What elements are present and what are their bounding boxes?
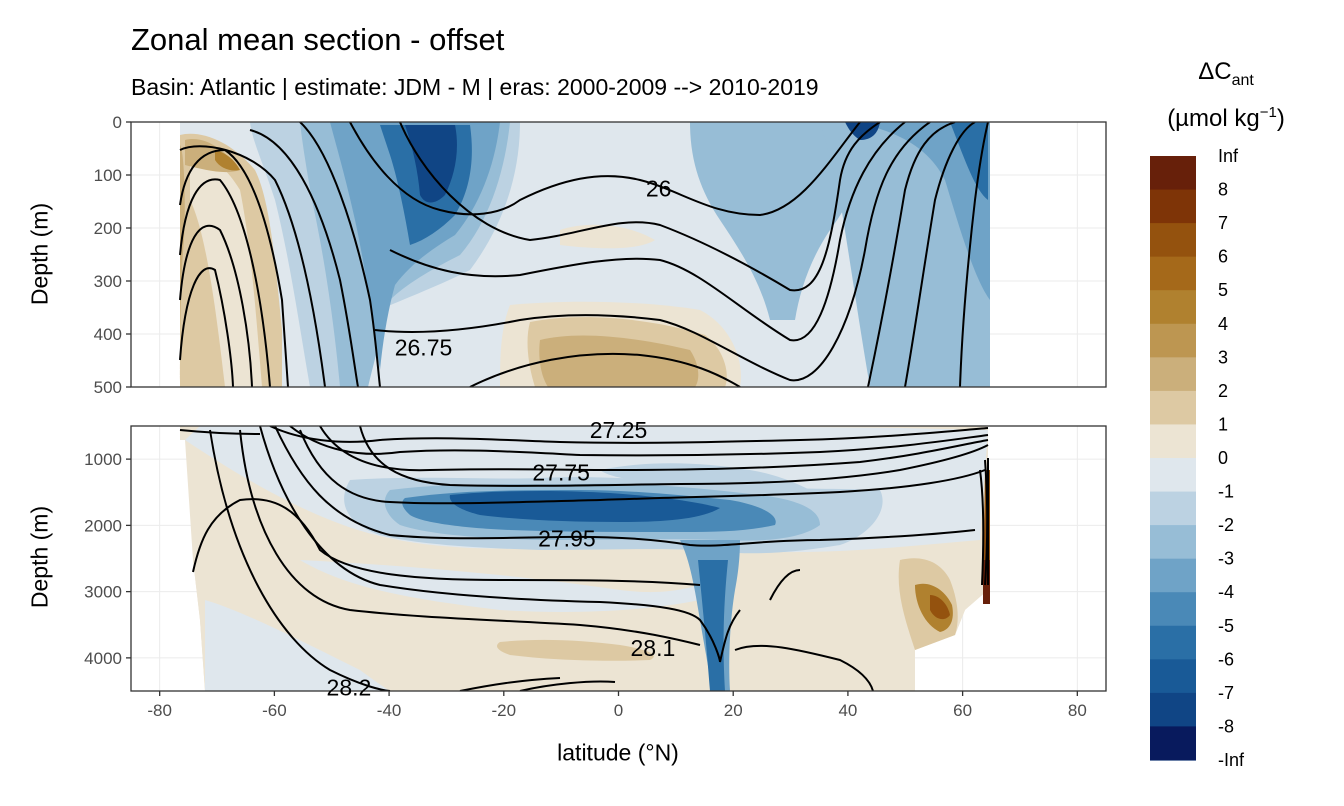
legend-swatch [1150,458,1196,493]
legend-unit-close: ) [1276,105,1285,132]
legend-title-main: ΔC [1198,58,1232,85]
legend-swatch [1150,625,1196,660]
x-axis-label: latitude (°N) [557,739,679,766]
field-negative-north-upper [690,122,864,320]
contour-label: 26 [646,175,672,201]
legend-label: 3 [1218,347,1228,367]
legend-label: 1 [1218,414,1228,434]
legend-swatch [1150,290,1196,325]
y-tick-label: 300 [94,272,122,291]
y-tick-label: 100 [94,166,122,185]
y-tick-label: 4000 [84,649,122,668]
field-weak-positive-south-upper [190,156,262,387]
field-positive-patch-deep-lower [497,639,654,661]
legend-label: -6 [1218,649,1234,669]
panel-upper-contour-labels: 26 26.75 [395,175,672,360]
chart-title: Zonal mean section - offset [131,22,505,57]
legend-swatch [1150,256,1196,291]
x-tick-label: 0 [614,701,623,720]
y-tick-label: 200 [94,219,122,238]
x-tick-label: 80 [1068,701,1087,720]
y-tick-label: 400 [94,325,122,344]
contour-label: 27.25 [590,417,648,443]
field-positive-core-equator-upper [539,335,699,387]
y-tick-label: 2000 [84,516,122,535]
legend-unit: (µmol kg−1) [1167,104,1285,133]
legend-swatch [1150,525,1196,560]
legend-label: -5 [1218,616,1234,636]
legend-swatch [1150,390,1196,426]
legend-swatch [1150,592,1196,627]
legend-title-sub: ant [1231,71,1254,89]
density-contours-upper [179,122,989,387]
legend-label: -3 [1218,549,1234,569]
legend-swatch [1150,357,1196,392]
legend-label: 2 [1218,381,1228,401]
legend-label: -8 [1218,716,1234,736]
x-tick-label: -60 [262,701,287,720]
panel-upper: 0 100 200 300 400 500 26 26.75 [94,113,1107,397]
legend-label: 6 [1218,247,1228,267]
field-positive-peak-north-lower [930,595,950,620]
legend-label: -Inf [1218,750,1245,770]
legend-swatch [1150,424,1196,459]
legend-swatch [1150,726,1196,760]
field-weak-negative-band-lower [300,560,700,612]
legend-label: -4 [1218,582,1234,602]
legend-label: Inf [1218,146,1239,166]
legend-label: -1 [1218,482,1234,502]
legend-label: -7 [1218,683,1234,703]
legend-swatch [1150,692,1196,728]
legend-swatch [1150,659,1196,694]
legend-swatch [1150,491,1196,526]
contour-label: 26.75 [395,334,453,360]
x-tick-label: -40 [377,701,402,720]
contour-label: 28.2 [327,675,372,701]
legend-unit-sup: −1 [1259,104,1277,121]
y-tick-label: 0 [113,113,122,132]
field-weak-negative-south-lower [205,600,390,691]
x-tick-label: -20 [492,701,517,720]
legend-label: 0 [1218,448,1228,468]
contour-label: 27.75 [532,459,590,485]
x-tick-label: 60 [953,701,972,720]
legend-swatch [1150,156,1196,191]
field-negative-peak-upper [405,125,457,203]
legend-swatch [1150,189,1196,224]
panel-lower-field [179,426,990,691]
field-negative-peak-north-upper [845,122,880,140]
panel-upper-field [179,122,990,387]
legend-label: 5 [1218,280,1228,300]
x-tick-label: 40 [838,701,857,720]
y-tick-label: 1000 [84,450,122,469]
y-tick-label: 3000 [84,583,122,602]
chart-subtitle: Basin: Atlantic | estimate: JDM - M | er… [131,74,819,100]
legend-swatch [1150,323,1196,358]
contour-label: 28.1 [631,635,676,661]
x-tick-label: -80 [147,701,172,720]
field-negative-strong-north-upper [850,122,990,300]
panel-upper-y-ticks: 0 100 200 300 400 500 [94,113,131,397]
x-tick-label: 20 [724,701,743,720]
y-tick-label: 500 [94,378,122,397]
x-axis-ticks: -80 -60 -40 -20 0 20 40 60 80 [147,691,1087,720]
panel-upper-frame [130,121,1107,388]
legend-label: 4 [1218,314,1228,334]
legend-swatch [1150,223,1196,258]
field-positive-peak-south-upper [215,150,240,171]
legend-label: 7 [1218,213,1228,233]
legend-label: -2 [1218,515,1234,535]
legend-title: ΔCant [1198,58,1254,90]
density-contours-lower [179,426,989,691]
contour-label: 27.95 [538,526,596,552]
panel-lower-y-ticks: 1000 2000 3000 4000 [84,450,131,668]
field-weak-positive-deep-lower [193,550,965,691]
legend-swatch [1150,558,1196,593]
legend-label: 8 [1218,180,1228,200]
legend-colorbar: Inf 8 7 6 5 4 3 2 1 0 -1 -2 -3 -4 -5 -6 -7 -8 -Inf [1150,146,1245,770]
legend-unit-main: (µmol kg [1167,105,1260,132]
